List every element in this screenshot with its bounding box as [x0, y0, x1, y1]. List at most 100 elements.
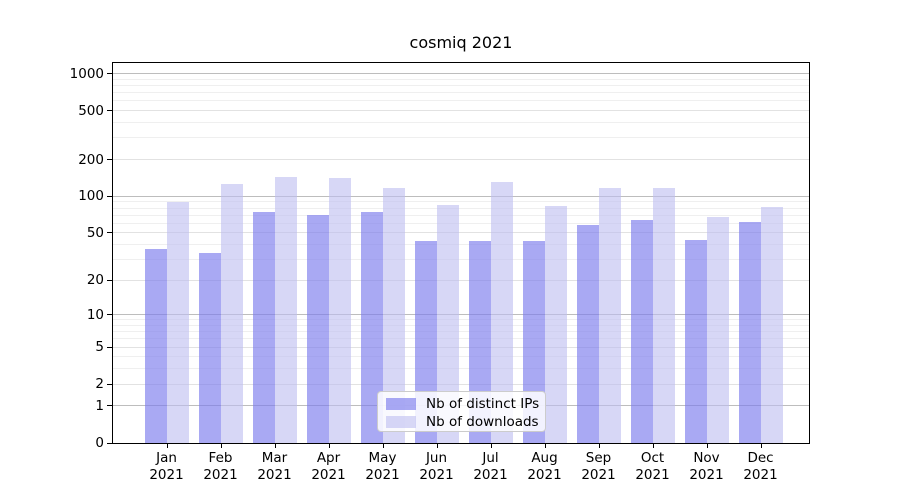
bar-distinct-ips-jan — [144, 248, 167, 443]
bar-downloads-jul — [490, 181, 513, 443]
x-tick-year: 2021 — [149, 467, 184, 483]
bar-distinct-ips-mar — [252, 212, 275, 443]
y-tick-label: 0 — [95, 435, 104, 451]
labeled-minor-gridline — [113, 346, 809, 348]
x-tick-year: 2021 — [581, 467, 616, 483]
x-tick-mark — [706, 444, 708, 448]
y-tick-label: 20 — [86, 272, 104, 289]
x-tick-year: 2021 — [689, 467, 724, 483]
x-tick-label-jan: Jan 2021 — [137, 450, 197, 484]
gridlines-layer — [113, 63, 809, 443]
x-tick-year: 2021 — [203, 467, 238, 483]
x-tick-month: Apr — [316, 450, 341, 466]
x-tick-month: Mar — [261, 450, 288, 466]
labeled-minor-gridline — [113, 232, 809, 234]
x-tick-year: 2021 — [311, 467, 346, 483]
minor-gridline — [113, 319, 809, 321]
bar-downloads-jun — [436, 204, 459, 443]
y-tick-mark — [107, 279, 112, 281]
labeled-minor-gridline — [113, 110, 809, 112]
bar-downloads-nov — [706, 217, 729, 443]
y-tick-mark — [107, 442, 112, 444]
x-tick-month: Sep — [585, 450, 612, 466]
major-gridline — [113, 73, 809, 75]
bar-distinct-ips-apr — [306, 215, 329, 443]
x-tick-month: Oct — [640, 450, 665, 466]
minor-gridline — [113, 244, 809, 245]
x-tick-month: May — [368, 450, 397, 466]
bar-downloads-feb — [220, 183, 243, 443]
bar-distinct-ips-dec — [738, 222, 761, 443]
x-tick-mark — [544, 444, 546, 448]
y-tick-mark — [107, 195, 112, 197]
minor-gridline — [113, 338, 809, 340]
y-tick-mark — [107, 73, 112, 75]
labeled-minor-gridline — [113, 383, 809, 385]
y-tick-label: 200 — [78, 151, 104, 168]
legend: Nb of distinct IPs Nb of downloads — [377, 391, 546, 432]
bar-downloads-sep — [598, 187, 621, 443]
x-tick-label-apr: Apr 2021 — [299, 450, 359, 484]
bar-downloads-may — [382, 187, 405, 443]
y-tick-label: 5 — [95, 339, 104, 356]
y-tick-label: 10 — [86, 306, 104, 323]
minor-gridline — [113, 85, 809, 87]
x-tick-mark — [490, 444, 492, 448]
minor-gridline — [113, 356, 809, 358]
x-tick-mark — [274, 444, 276, 448]
bar-downloads-aug — [544, 206, 567, 443]
labeled-minor-gridline — [113, 279, 809, 281]
y-tick-label: 2 — [95, 376, 104, 393]
x-tick-label-may: May 2021 — [353, 450, 413, 484]
y-tick-label: 1000 — [69, 65, 104, 82]
minor-gridline — [113, 325, 809, 327]
bars-layer — [113, 63, 809, 443]
x-tick-label-nov: Nov 2021 — [677, 450, 737, 484]
y-tick-mark — [107, 232, 112, 234]
x-tick-label-dec: Dec 2021 — [731, 450, 791, 484]
y-tick-label: 100 — [78, 188, 104, 205]
x-tick-month: Jul — [482, 450, 499, 466]
y-tick-label: 500 — [78, 102, 104, 119]
minor-gridline — [113, 368, 809, 370]
x-tick-mark — [382, 444, 384, 448]
bar-downloads-dec — [760, 207, 783, 443]
x-tick-year: 2021 — [527, 467, 562, 483]
x-tick-month: Feb — [208, 450, 233, 466]
bar-downloads-mar — [274, 177, 297, 443]
y-tick-mark — [107, 346, 112, 348]
legend-label-distinct-ips: Nb of distinct IPs — [426, 396, 540, 412]
y-tick-mark — [107, 110, 112, 112]
bar-downloads-apr — [328, 178, 351, 443]
bar-distinct-ips-feb — [198, 252, 221, 443]
legend-swatch-downloads — [386, 416, 416, 428]
x-tick-year: 2021 — [743, 467, 778, 483]
major-gridline — [113, 314, 809, 316]
x-tick-month: Nov — [693, 450, 720, 466]
major-gridline — [113, 195, 809, 197]
legend-swatch-distinct-ips — [386, 398, 416, 410]
x-tick-mark — [652, 444, 654, 448]
x-tick-label-feb: Feb 2021 — [191, 450, 251, 484]
bar-distinct-ips-sep — [576, 225, 599, 443]
bar-distinct-ips-oct — [630, 219, 653, 443]
minor-gridline — [113, 201, 809, 203]
x-tick-mark — [328, 444, 330, 448]
x-tick-year: 2021 — [257, 467, 292, 483]
minor-gridline — [113, 222, 809, 224]
x-tick-mark — [436, 444, 438, 448]
minor-gridline — [113, 207, 809, 209]
minor-gridline — [113, 331, 809, 333]
minor-gridline — [113, 92, 809, 94]
x-tick-label-oct: Oct 2021 — [623, 450, 683, 484]
x-tick-year: 2021 — [365, 467, 400, 483]
minor-gridline — [113, 258, 809, 260]
y-tick-label: 1 — [95, 397, 104, 414]
x-tick-mark — [166, 444, 168, 448]
legend-item-distinct-ips: Nb of distinct IPs — [386, 396, 545, 412]
x-tick-year: 2021 — [473, 467, 508, 483]
x-tick-mark — [760, 444, 762, 448]
x-tick-month: Jun — [425, 450, 448, 466]
minor-gridline — [113, 137, 809, 139]
